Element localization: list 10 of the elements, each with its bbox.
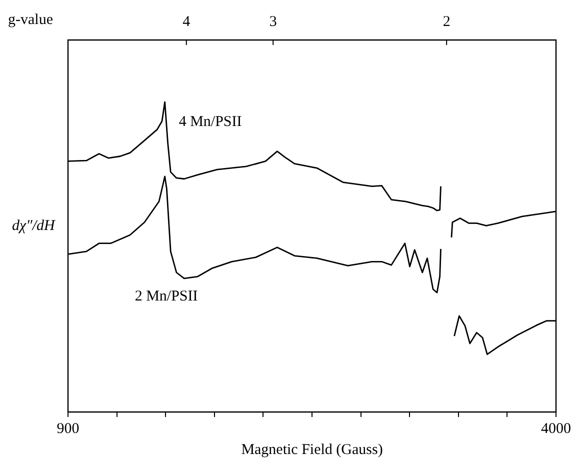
text: 4 [182, 14, 191, 30]
x-tick-label: 900 [56, 420, 80, 437]
text: 2 [442, 14, 450, 30]
series-label: 4 Mn/PSII [178, 114, 242, 130]
y-axis-title: dχ″/dH [12, 218, 56, 234]
series-label: 2 Mn/PSII [134, 288, 198, 304]
text: g-value [8, 12, 54, 28]
x-tick-label: 4000 [541, 420, 571, 437]
text: 3 [269, 14, 277, 30]
x-axis-title: Magnetic Field (Gauss) [241, 442, 383, 458]
